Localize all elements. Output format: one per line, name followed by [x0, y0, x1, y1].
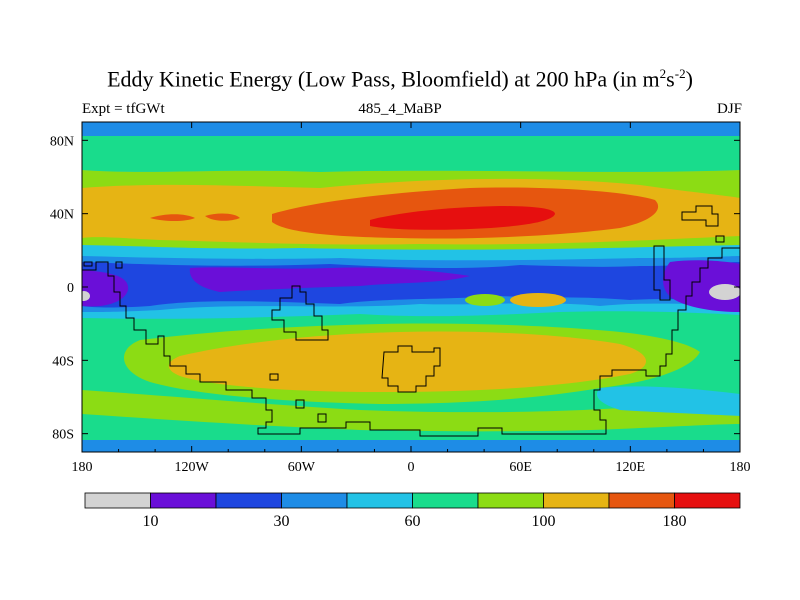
x-tick-label: 120E [616, 460, 646, 475]
y-tick-label: 0 [67, 281, 74, 296]
x-tick-label: 60W [288, 460, 316, 475]
colorbar-label: 60 [405, 513, 421, 530]
colorbar-label: 10 [143, 513, 159, 530]
coastlines [82, 205, 740, 437]
band-eq-purple-c [189, 267, 470, 292]
gray-patch-e [709, 284, 740, 300]
y-tick-label: 40S [52, 354, 74, 369]
band-north-green [82, 136, 740, 172]
x-tick-label: 120W [175, 460, 210, 475]
colorbar-box [346, 492, 413, 509]
colorbar-box [84, 492, 151, 509]
colorbar-box [608, 492, 675, 509]
x-tick-label: 180 [730, 460, 751, 475]
colorbar-box [412, 492, 479, 509]
colorbar-box [281, 492, 348, 509]
colorbar-box [674, 492, 741, 509]
colorbar-label: 180 [663, 513, 687, 530]
colorbar-label: 100 [532, 513, 556, 530]
band-north-red [370, 206, 555, 230]
x-tick-label: 180 [72, 460, 93, 475]
colorbar-box [150, 492, 217, 509]
band-south-yellow [168, 331, 647, 392]
experiment-label: Expt = tfGWt [82, 101, 165, 117]
band-eq-purple-w [82, 270, 129, 307]
x-tick-label: 60E [509, 460, 532, 475]
season-label: DJF [716, 101, 742, 117]
band-polar-north [82, 122, 740, 136]
yellow-eq-patch [510, 293, 566, 307]
orange-patch-w [150, 214, 195, 221]
x-axis: 180 120W 60W 0 60E 120E 180 [72, 122, 751, 475]
y-axis: 80N 40N 0 40S 80S [50, 134, 740, 443]
colorbar-label: 30 [274, 513, 290, 530]
y-tick-label: 80N [50, 134, 74, 149]
y-tick-label: 80S [52, 428, 74, 443]
contour-field [82, 122, 740, 452]
colorbar-box [477, 492, 544, 509]
colorbar-box [543, 492, 610, 509]
band-south-cyan-e [596, 386, 740, 416]
chart-title: Eddy Kinetic Energy (Low Pass, Bloomfiel… [107, 66, 693, 92]
run-id-label: 485_4_MaBP [358, 101, 442, 117]
gray-patch-w [82, 291, 90, 301]
orange-patch-w2 [205, 213, 240, 221]
x-tick-label: 0 [408, 460, 415, 475]
colorbar-box [215, 492, 282, 509]
lime-eq-patch [465, 294, 505, 306]
colorbar: 10 30 60 100 180 [84, 492, 741, 530]
y-tick-label: 40N [50, 208, 74, 223]
